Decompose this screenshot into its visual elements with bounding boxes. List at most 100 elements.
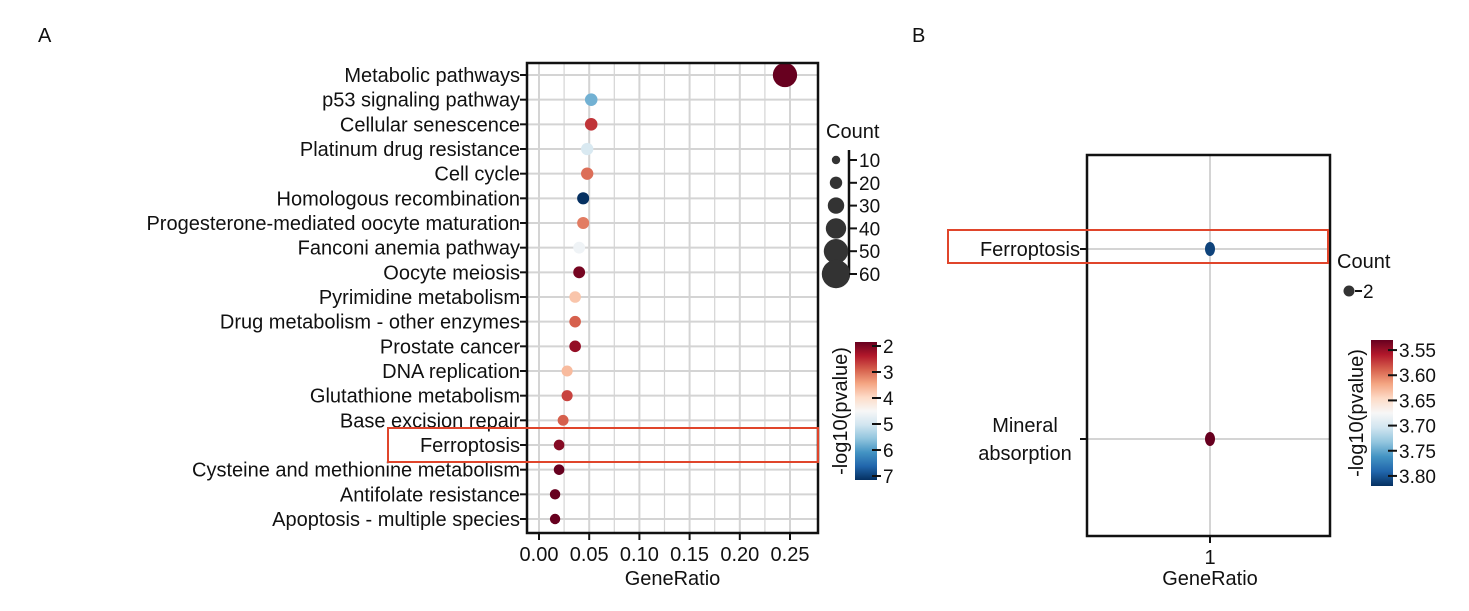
- panel-b-label: B: [912, 25, 925, 47]
- point-platinum-drug-resistance: [581, 142, 594, 156]
- panel-b-colorbar-ticks: 3.55 3.60 3.65 3.70 3.75 3.80: [1388, 341, 1436, 488]
- point-metabolic-pathways: [772, 62, 798, 88]
- point-cysteine-and-methionine-metabolism: [553, 464, 565, 475]
- panel-b-colorbar: [1371, 340, 1393, 486]
- point-oocyte-meiosis: [573, 266, 586, 279]
- category-label-cysteine-and-methionine-metabolism: Cysteine and methionine metabolism: [192, 460, 520, 482]
- point-mineral-absorption: [1205, 432, 1215, 446]
- x-tick-label-1: 0.05: [570, 544, 609, 566]
- point-dna-replication: [561, 365, 573, 377]
- category-label-glutathione-metabolism: Glutathione metabolism: [310, 386, 520, 408]
- panel-b-x-axis-title: GeneRatio: [1162, 568, 1258, 590]
- category-label-platinum-drug-resistance: Platinum drug resistance: [300, 139, 520, 161]
- category-label-metabolic-pathways: Metabolic pathways: [344, 65, 520, 87]
- point-ferroptosis: [1205, 242, 1215, 256]
- size-legend-dot-30: [827, 197, 845, 214]
- panel-b-x-ticks: 1: [1204, 536, 1216, 569]
- x-tick-label-2: 0.10: [620, 544, 659, 566]
- panel-a-colorbar-title: -log10(pvalue): [830, 347, 852, 475]
- panel-a-points: [549, 62, 798, 525]
- category-label-ferroptosis: Ferroptosis: [980, 239, 1080, 261]
- panel-a-x-ticks: 0.00 0.05 0.10 0.15 0.20 0.25: [520, 533, 810, 566]
- category-label-pyrimidine-metabolism: Pyrimidine metabolism: [319, 287, 520, 309]
- point-p53-signaling-pathway: [584, 93, 598, 106]
- point-apoptosis-multiple-species: [549, 513, 561, 525]
- point-prostate-cancer: [569, 340, 581, 353]
- point-cell-cycle: [581, 167, 594, 180]
- category-label-mineral-absorption-line-2: absorption: [978, 443, 1071, 465]
- panel-b-size-legend: 2: [1343, 282, 1374, 303]
- category-label-drug-metabolism-other-enzymes: Drug metabolism - other enzymes: [220, 312, 520, 334]
- panel-a-grid: [527, 63, 818, 533]
- panel-a-x-axis-title: GeneRatio: [625, 568, 721, 590]
- colorbar-tick-label-7: 7: [883, 467, 894, 488]
- size-legend-dot-50: [823, 239, 849, 264]
- category-label-dna-replication: DNA replication: [382, 361, 520, 383]
- category-label-cellular-senescence: Cellular senescence: [340, 114, 520, 136]
- size-legend-dot-20: [829, 176, 843, 189]
- size-legend-label-40: 40: [859, 219, 880, 240]
- colorbar-tick-label-3-60: 3.60: [1399, 366, 1436, 387]
- colorbar-tick-label-3: 3: [883, 363, 894, 384]
- panel-a-ferroptosis-highlight-box: [387, 427, 819, 463]
- colorbar-tick-label-3-65: 3.65: [1399, 391, 1436, 412]
- colorbar-tick-label-6: 6: [883, 441, 894, 462]
- category-label-ferroptosis: Ferroptosis: [420, 435, 520, 457]
- size-legend-dot-60: [821, 259, 851, 289]
- panel-b-category-labels: Ferroptosis Mineral absorption: [978, 239, 1087, 465]
- panel-b-colorbar-title: -log10(pvalue): [1346, 349, 1368, 477]
- size-legend-label-50: 50: [859, 242, 880, 263]
- category-label-apoptosis-multiple-species: Apoptosis - multiple species: [272, 509, 520, 531]
- colorbar-tick-label-5: 5: [883, 415, 894, 436]
- panel-b-grid: [1087, 155, 1330, 536]
- panel-b-size-legend-title: Count: [1337, 251, 1391, 273]
- panel-a-colorbar: [855, 342, 877, 480]
- colorbar-tick-label-3-75: 3.75: [1399, 442, 1436, 463]
- size-legend-dot-2: [1343, 285, 1355, 297]
- category-label-base-excision-repair: Base excision repair: [340, 410, 520, 432]
- category-label-cell-cycle: Cell cycle: [434, 164, 520, 186]
- category-label-prostate-cancer: Prostate cancer: [380, 336, 520, 358]
- category-label-homologous-recombination: Homologous recombination: [277, 188, 520, 210]
- category-label-antifolate-resistance: Antifolate resistance: [340, 484, 520, 506]
- point-antifolate-resistance: [549, 489, 561, 500]
- point-ferroptosis: [553, 439, 565, 451]
- point-homologous-recombination: [577, 192, 590, 205]
- size-legend-label-2: 2: [1363, 282, 1374, 303]
- point-glutathione-metabolism: [561, 390, 573, 402]
- panel-b-dotplot: Ferroptosis Mineral absorption 1 GeneRatio…: [947, 153, 1436, 590]
- size-legend-dot-10: [831, 155, 841, 165]
- point-cellular-senescence: [584, 118, 598, 131]
- colorbar-tick-label-4: 4: [883, 389, 894, 410]
- category-label-progesterone-mediated-oocyte-maturation: Progesterone-mediated oocyte maturation: [146, 213, 520, 235]
- x-tick-label-4: 0.20: [720, 544, 759, 566]
- point-base-excision-repair: [557, 414, 569, 426]
- x-tick-label-3: 0.15: [670, 544, 709, 566]
- panel-b-legend: Count 2 3.55 3.60 3.65 3.70 3.75 3.80 -log10(…: [1337, 251, 1436, 488]
- size-legend-label-20: 20: [859, 174, 880, 195]
- point-pyrimidine-metabolism: [569, 291, 581, 303]
- category-label-fanconi-anemia-pathway: Fanconi anemia pathway: [298, 238, 520, 260]
- panel-b-points: [1205, 242, 1215, 446]
- x-tick-label-5: 0.25: [771, 544, 810, 566]
- point-fanconi-anemia-pathway: [573, 241, 586, 254]
- category-label-mineral-absorption-line-1: Mineral: [992, 415, 1058, 437]
- size-legend-dot-40: [825, 218, 847, 239]
- colorbar-tick-label-3-55: 3.55: [1399, 341, 1436, 362]
- category-label-p53-signaling-pathway: p53 signaling pathway: [322, 90, 520, 112]
- x-tick-label-0: 1: [1204, 547, 1215, 569]
- colorbar-tick-label-3-80: 3.80: [1399, 467, 1436, 488]
- x-tick-label-0: 0.00: [520, 544, 559, 566]
- point-drug-metabolism-other-enzymes: [569, 315, 581, 328]
- point-progesterone-mediated-oocyte-maturation: [577, 216, 590, 230]
- colorbar-tick-label-2: 2: [883, 337, 894, 358]
- panel-a-label: A: [38, 25, 52, 47]
- panel-a-colorbar-ticks: 2 3 4 5 6 7: [872, 337, 894, 488]
- size-legend-label-60: 60: [859, 265, 880, 286]
- size-legend-label-10: 10: [859, 151, 880, 172]
